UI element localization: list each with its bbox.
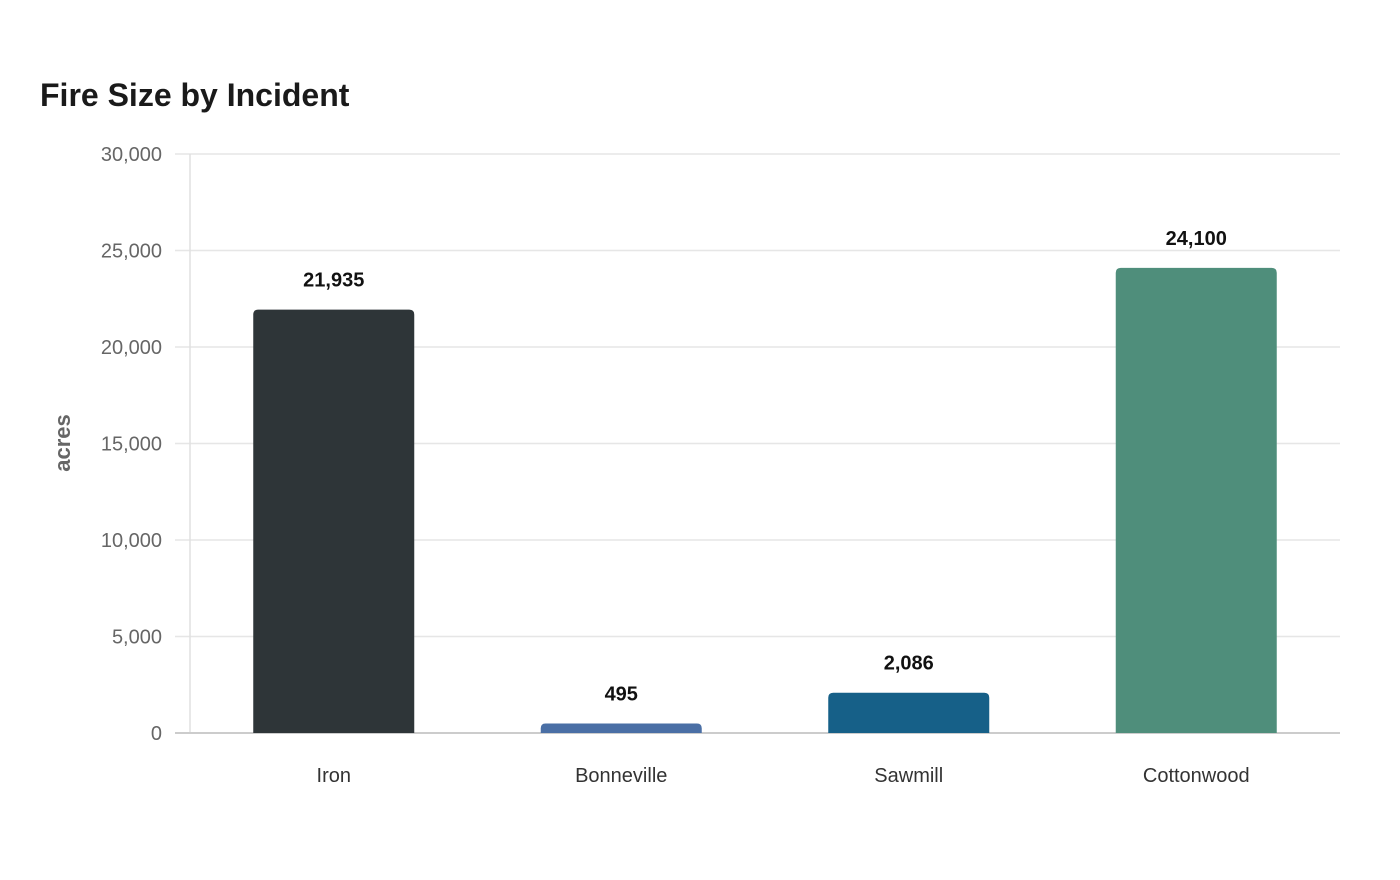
bar-iron — [253, 309, 415, 733]
chart-title: Fire Size by Incident — [40, 77, 350, 113]
bars — [253, 267, 1277, 733]
y-tick-labels: 0 5,000 10,000 15,000 20,000 25,000 30,000 — [101, 144, 162, 745]
y-tick-label: 25,000 — [101, 241, 162, 263]
bar-sawmill — [828, 692, 990, 733]
x-tick-label: Iron — [317, 765, 351, 787]
data-label: 21,935 — [303, 270, 364, 292]
y-tick-label: 5,000 — [112, 627, 162, 649]
y-axis-title: acres — [50, 414, 75, 472]
x-tick-label: Sawmill — [874, 765, 943, 787]
y-tick-label: 10,000 — [101, 530, 162, 552]
data-label: 2,086 — [884, 653, 934, 675]
bar-cottonwood — [1115, 267, 1277, 733]
y-tick-label: 30,000 — [101, 144, 162, 166]
x-tick-labels: Iron Bonneville Sawmill Cottonwood — [317, 765, 1250, 787]
data-label: 495 — [605, 683, 638, 705]
y-tick-label: 0 — [151, 723, 162, 745]
data-label: 24,100 — [1166, 228, 1227, 250]
y-tick-label: 20,000 — [101, 337, 162, 359]
bar-bonneville — [540, 723, 702, 733]
x-tick-label: Bonneville — [575, 765, 667, 787]
x-tick-label: Cottonwood — [1143, 765, 1250, 787]
data-labels: 21,935 495 2,086 24,100 — [303, 228, 1227, 706]
y-tick-label: 15,000 — [101, 434, 162, 456]
